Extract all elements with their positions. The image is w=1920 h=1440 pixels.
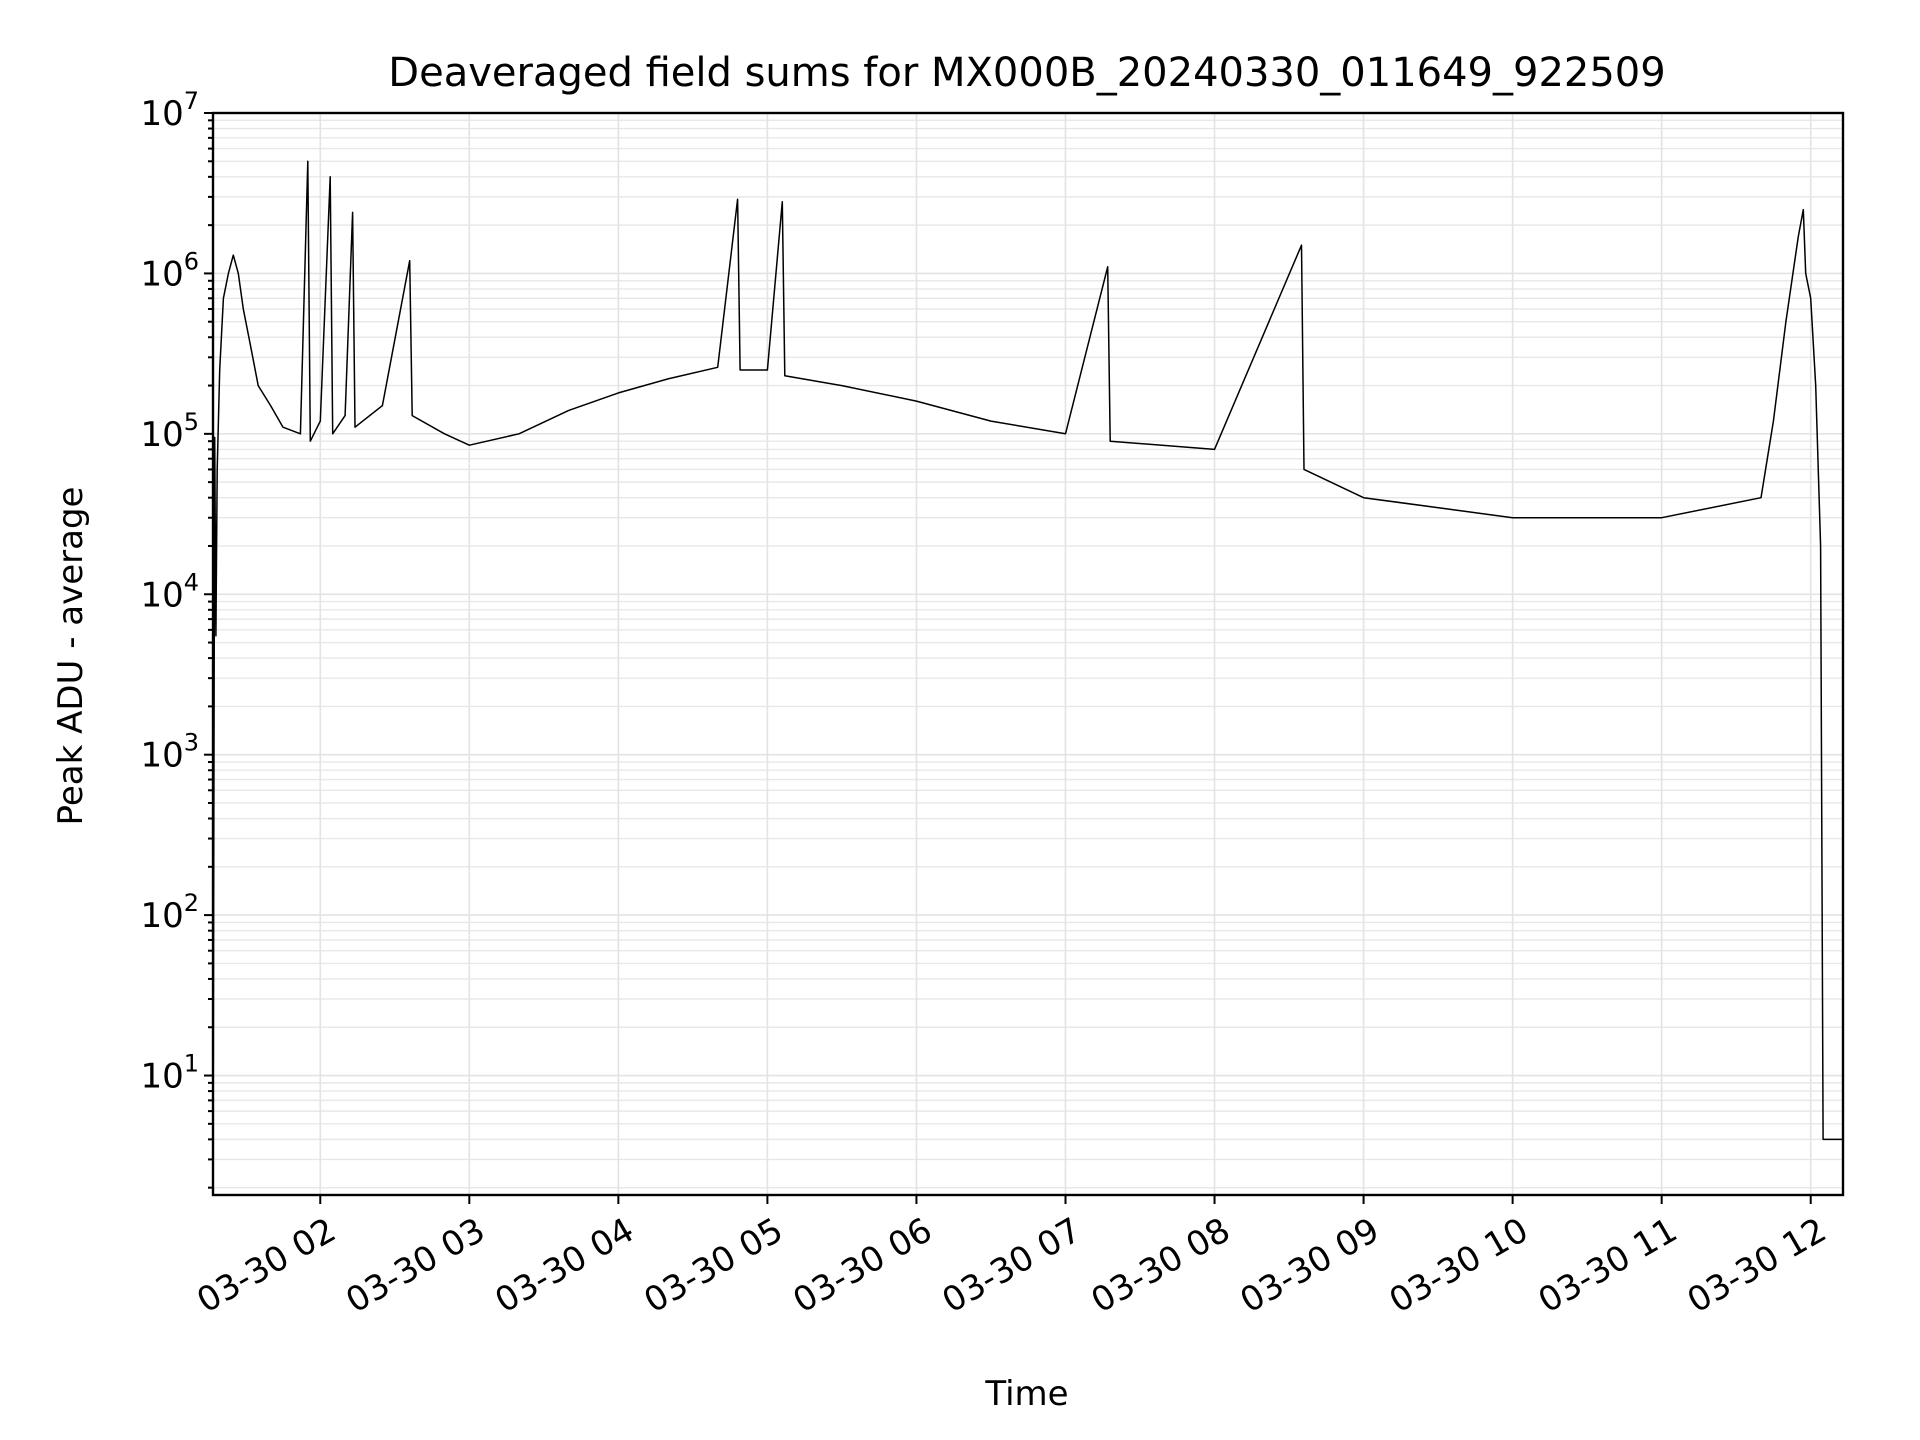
y-tick-label-base: 10: [140, 415, 183, 455]
series-layer: [212, 160, 1843, 1196]
y-axis-label: Peak ADU - average: [51, 487, 91, 826]
y-tick-label: 106: [140, 247, 199, 294]
y-tick-label: 101: [140, 1050, 199, 1097]
y-tick-label-exponent: 5: [184, 408, 199, 436]
y-tick-label: 102: [140, 889, 199, 936]
y-tick-label-base: 10: [140, 575, 183, 615]
y-tick-label-base: 10: [140, 94, 183, 134]
y-tick-label-exponent: 2: [184, 889, 199, 917]
chart-title: Deaveraged field sums for MX000B_2024033…: [388, 50, 1665, 96]
series-line: [212, 160, 1843, 1196]
plot-frame: [211, 111, 1845, 1197]
y-tick-label-exponent: 1: [184, 1050, 199, 1078]
y-tick-label-base: 10: [140, 254, 183, 294]
y-tick-label: 104: [140, 568, 199, 615]
y-tick-label-exponent: 4: [184, 568, 199, 596]
y-tick-label-exponent: 7: [184, 87, 199, 115]
y-tick-label-exponent: 3: [184, 729, 199, 757]
y-tick-label-base: 10: [140, 736, 183, 776]
x-axis-label: Time: [984, 1374, 1068, 1414]
y-tick-label: 107: [140, 87, 199, 134]
y-tick-label-exponent: 6: [184, 247, 199, 275]
y-tick-label-base: 10: [140, 1057, 183, 1097]
y-tick-label-base: 10: [140, 896, 183, 936]
y-tick-label: 103: [140, 729, 199, 776]
y-tick-label: 105: [140, 408, 199, 455]
